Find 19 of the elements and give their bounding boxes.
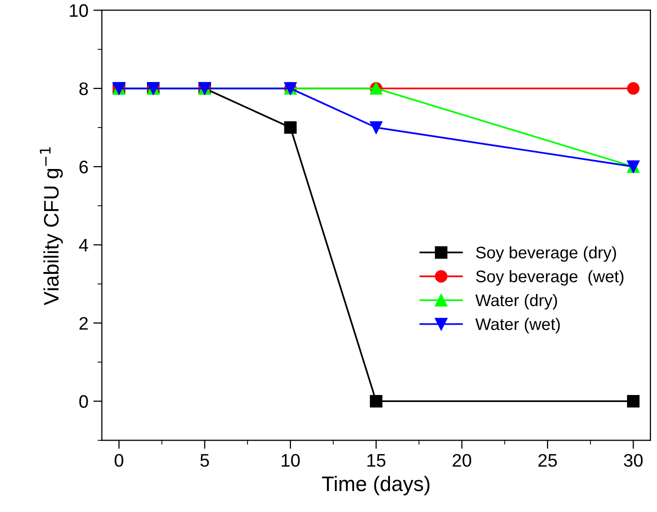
x-tick-label: 20: [452, 454, 472, 467]
y-tick-label: 2: [80, 316, 88, 330]
legend-label: Soy beverage (wet): [476, 270, 624, 286]
y-tick-label: 8: [79, 82, 88, 96]
x-tick-label: 0: [114, 454, 124, 467]
y-tick-label: 10: [70, 4, 88, 17]
legend-label: Water (dry): [475, 294, 557, 310]
y-tick-label: 4: [79, 238, 88, 252]
x-tick-label: 5: [200, 454, 209, 467]
x-axis-title: Time (days): [322, 476, 430, 496]
x-tick-label: 25: [538, 454, 557, 467]
y-tick-label: 6: [80, 160, 88, 174]
x-tick-label: 10: [282, 454, 300, 467]
y-tick-label: 0: [79, 395, 88, 408]
y-axis-title: Viability CFU g$^{−1}$: [40, 147, 63, 306]
x-tick-label: 15: [367, 454, 386, 467]
legend-label: Soy beverage (dry): [476, 246, 616, 262]
x-tick-label: 30: [624, 454, 643, 467]
legend-label: Water (wet): [475, 318, 560, 334]
